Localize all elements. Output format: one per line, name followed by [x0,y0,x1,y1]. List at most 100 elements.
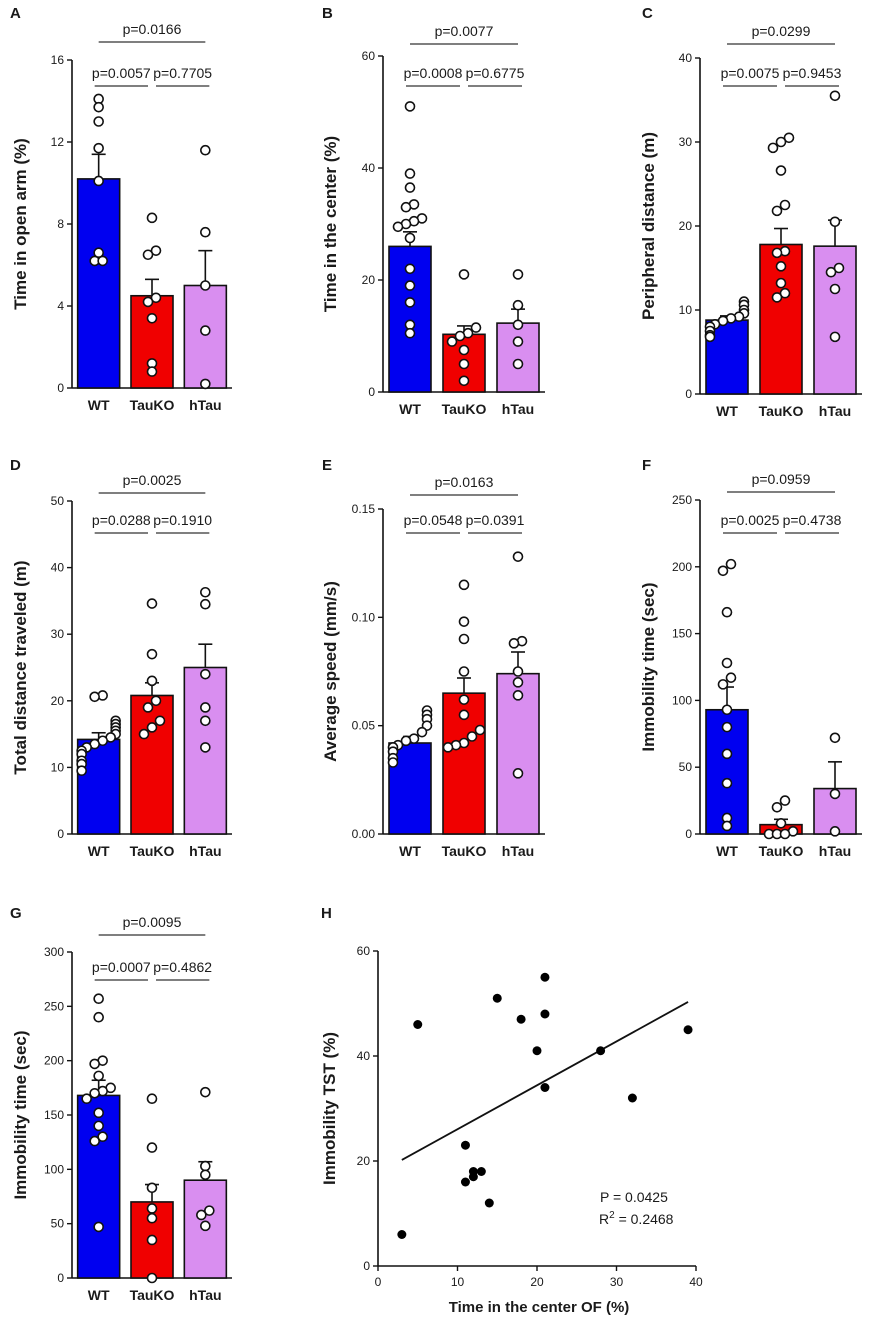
data-point [721,721,733,733]
data-point [466,731,478,742]
x-tick-label: TauKO [759,403,804,419]
data-point [779,287,791,299]
data-point [783,132,795,144]
data-point [404,297,416,308]
data-point [442,742,454,753]
y-axis-title: Immobility time (sec) [639,582,658,751]
data-point [717,565,729,577]
y-axis-title: Peripheral distance (m) [639,132,658,320]
data-point [721,820,733,832]
data-point [142,702,154,713]
r-squared-symbol: R [599,1211,609,1227]
data-point [200,715,211,727]
data-point [200,226,211,238]
x-tick-label: TauKO [759,843,804,859]
panel-d: D 0 10 20 30 40 50 Total distance traveled (m) W… [10,457,232,859]
scatter-point [532,1046,542,1056]
p-value-label: p=0.7705 [153,65,212,81]
y-tick-label: 40 [362,161,376,175]
data-point [512,336,524,347]
x-tick-label: WT [399,843,421,859]
x-tick-label: TauKO [130,1287,175,1303]
scatter-point [596,1046,606,1056]
data-point [400,735,412,747]
panel-h: H 0 20 40 60 0 10 20 30 40 Immobility TST (%) Time … [320,905,703,1316]
data-point [204,1205,215,1216]
data-point [146,598,158,609]
data-point [458,666,470,677]
data-point [833,262,845,274]
data-point [146,1272,158,1284]
data-point [458,694,470,705]
p-value-label: p=0.0391 [466,512,525,528]
data-point [196,1209,207,1221]
data-point [146,675,158,687]
data-point [97,1131,108,1143]
data-point [200,1086,211,1098]
x-tick-label: WT [88,1287,110,1303]
data-point [512,768,524,779]
y-tick-label: 0.15 [352,502,376,516]
data-point [150,695,162,707]
panel-label: C [642,5,653,22]
data-point [721,606,733,618]
data-point [142,296,154,308]
data-point [93,1011,104,1023]
x-tick-label: 10 [451,1275,465,1289]
panel-e: E 0.00 0.05 0.10 0.15 Average speed (mm/s) WT T… [321,457,545,859]
data-point [458,344,470,356]
p-value-label: p=0.0163 [435,474,494,490]
p-value-label: p=0.0959 [752,471,811,487]
data-point [200,742,211,753]
data-point [146,722,158,733]
data-point [89,691,100,703]
x-tick-label: 30 [610,1275,624,1289]
data-point [704,331,716,343]
data-point [775,277,787,289]
data-point [93,142,104,154]
scatter-point [397,1230,407,1239]
data-point [93,1070,104,1082]
data-point [721,657,733,669]
p-value-label: p=0.0075 [721,65,780,81]
x-tick-label: hTau [189,397,221,413]
panel-label: E [322,457,332,474]
scatter-point [683,1025,693,1035]
scatter-point [484,1198,494,1208]
data-point [387,757,399,768]
x-tick-label: TauKO [442,843,487,859]
y-tick-label: 16 [51,53,65,67]
y-tick-label: 150 [672,627,692,641]
data-point [146,212,158,224]
x-tick-label: TauKO [130,843,175,859]
y-tick-label: 100 [44,1162,64,1176]
data-point [512,666,524,677]
data-point [89,1087,100,1099]
y-tick-label: 50 [679,760,693,774]
scatter-point [540,1009,550,1019]
y-axis-title: Immobility time (sec) [11,1030,30,1199]
p-value-label: p=0.0288 [92,512,151,528]
data-point [400,201,412,213]
scatter-point [627,1093,637,1103]
y-tick-label: 40 [679,51,693,65]
data-point [829,826,841,837]
data-point [200,280,211,291]
y-tick-label: 8 [57,217,64,231]
y-tick-label: 100 [672,693,692,707]
data-point [829,216,841,228]
data-point [146,1142,158,1153]
data-point [508,638,520,649]
data-point [404,232,416,244]
y-tick-label: 4 [57,299,64,313]
data-point [93,101,104,113]
data-point [146,312,158,324]
panel-label: B [322,5,333,22]
y-tick-label: 0 [368,385,375,399]
data-point [771,292,783,303]
data-point [200,378,211,390]
data-point [829,331,841,343]
y-tick-label: 60 [357,944,371,958]
data-point [721,704,733,716]
y-tick-label: 0 [57,827,64,841]
